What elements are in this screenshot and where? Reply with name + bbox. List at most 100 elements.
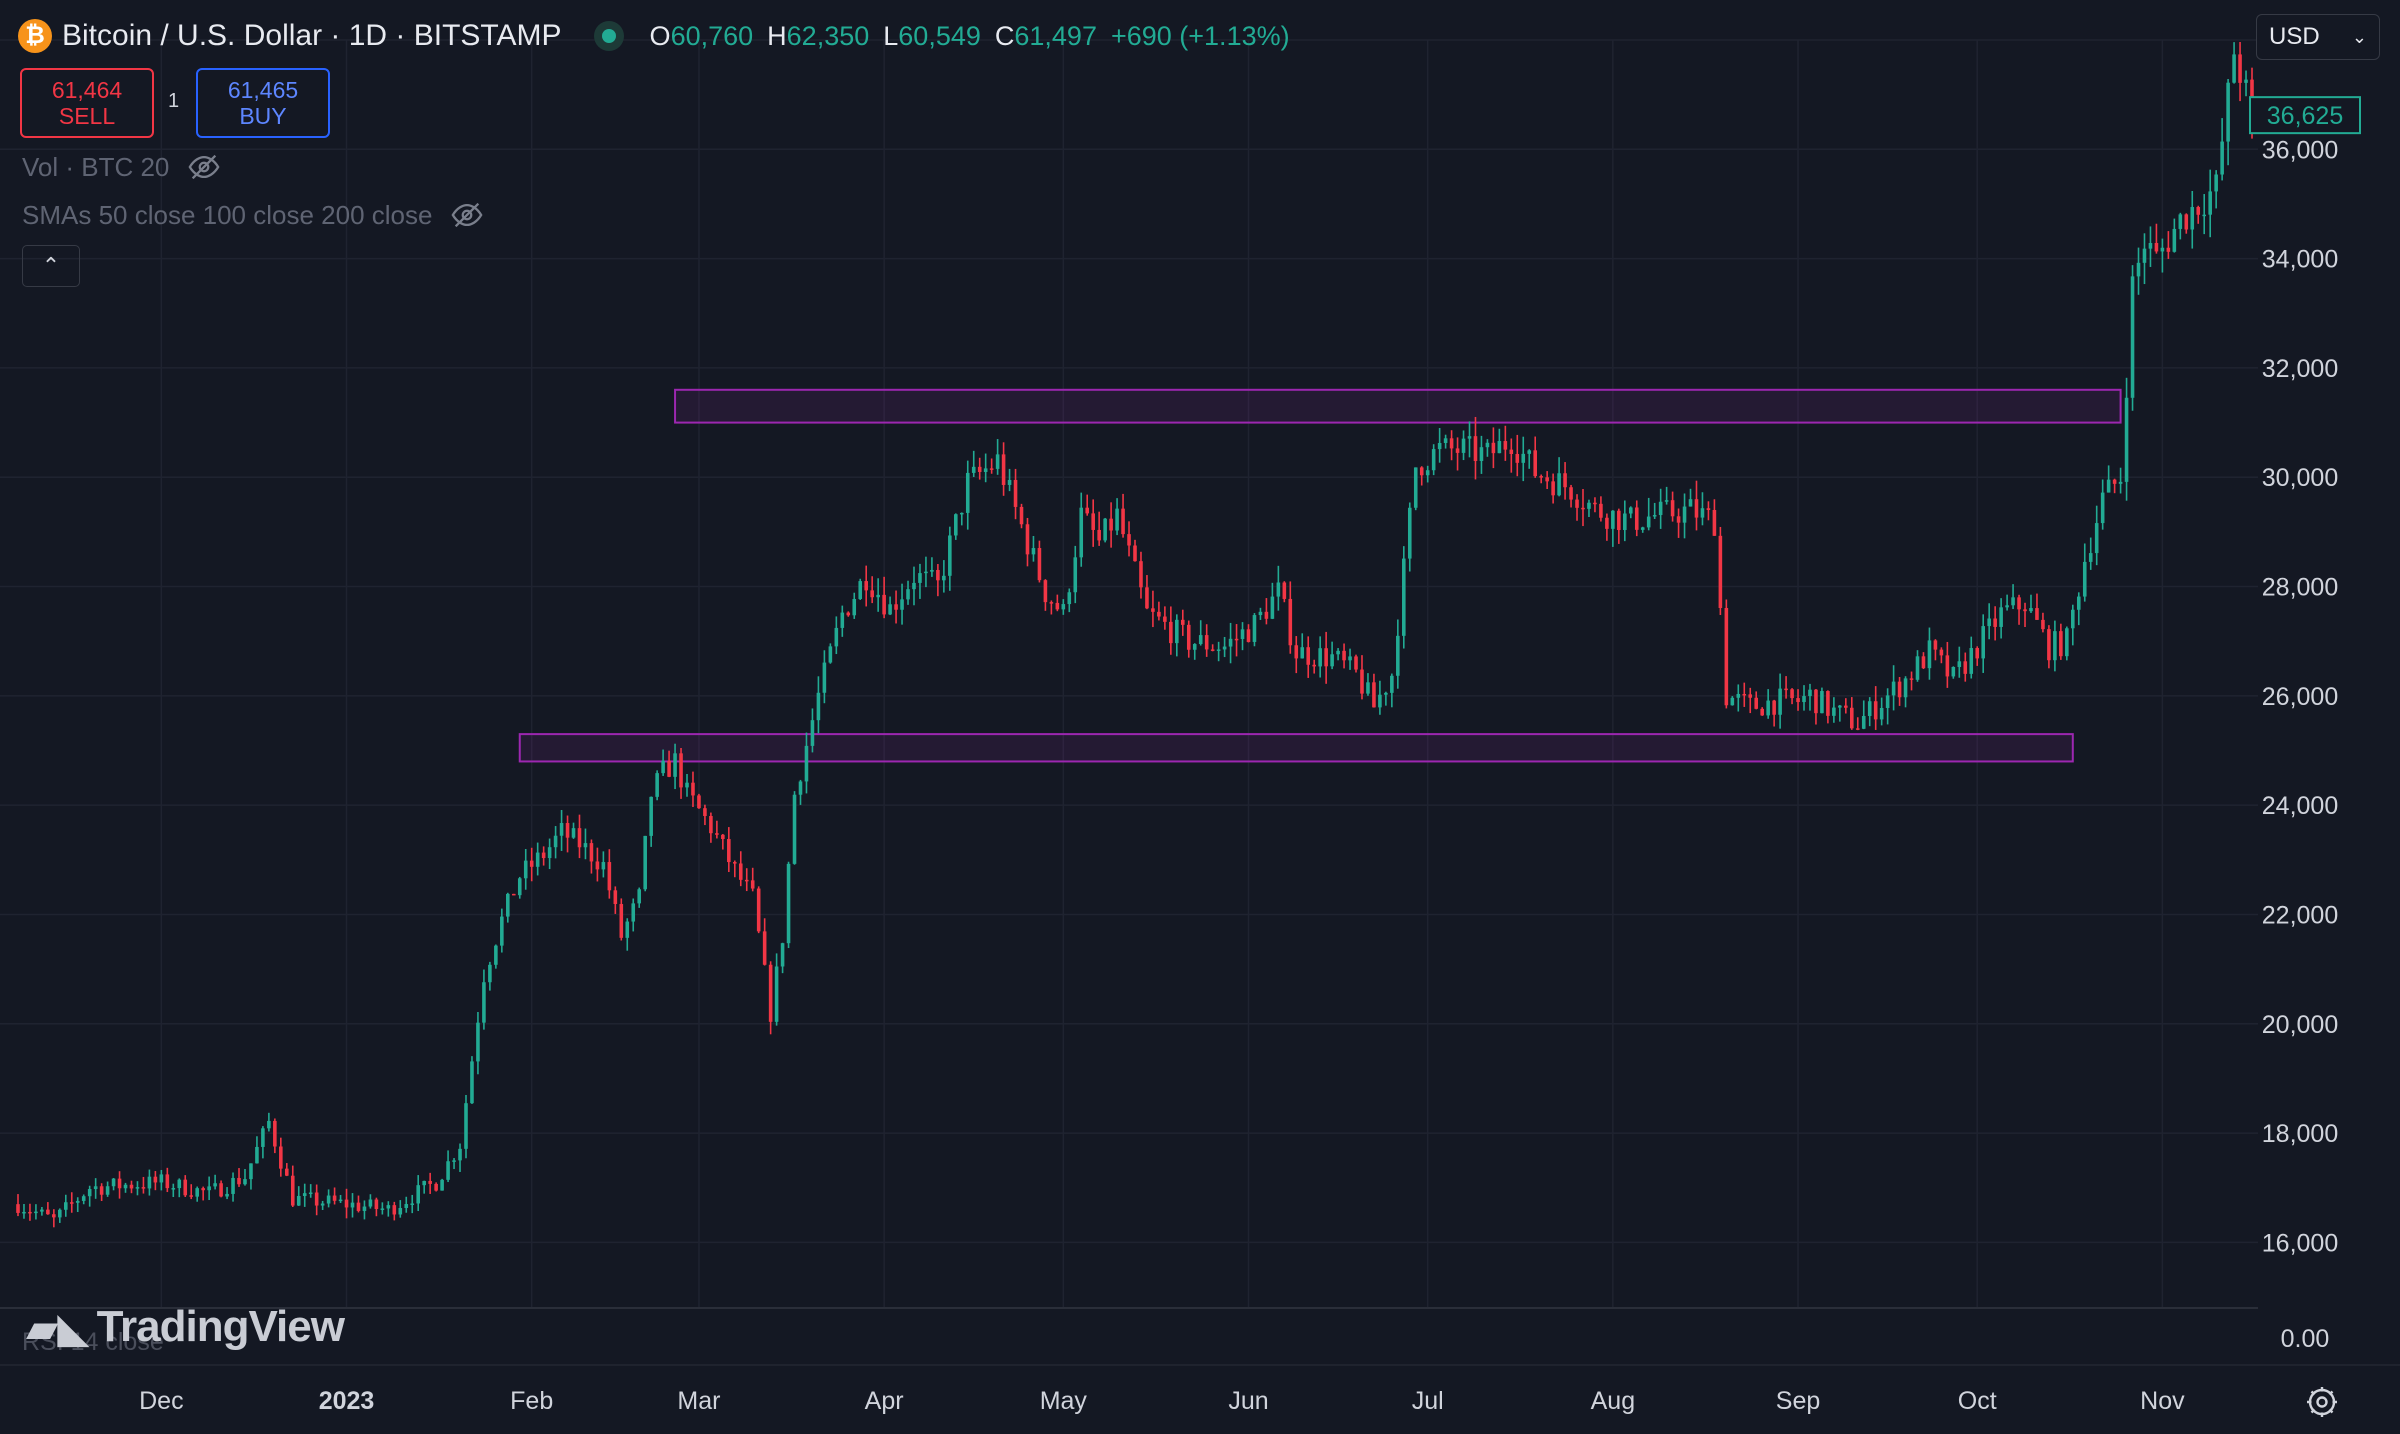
candle-body: [1545, 477, 1549, 482]
candle-body: [1151, 608, 1155, 612]
candle-body: [34, 1211, 38, 1214]
candle-body: [2190, 207, 2195, 230]
candle-body: [1557, 473, 1561, 496]
candle-body: [1832, 707, 1836, 716]
candle-body: [2124, 397, 2129, 482]
gear-icon[interactable]: [2304, 1384, 2340, 1420]
candle-body: [798, 781, 803, 795]
candle-body: [954, 514, 958, 536]
candle-body: [655, 773, 659, 797]
candle-body: [1079, 507, 1084, 558]
candle-body: [135, 1187, 140, 1189]
candle-body: [1628, 507, 1633, 514]
candle-body: [1718, 535, 1723, 608]
candle-body: [912, 582, 916, 590]
collapse-legend-button[interactable]: ⌃: [22, 245, 80, 287]
candle-body: [870, 590, 874, 598]
candle-body: [1145, 587, 1149, 609]
candle-body: [511, 893, 516, 896]
time-tick-label: Jul: [1412, 1387, 1444, 1415]
eye-off-icon[interactable]: [187, 150, 221, 184]
candle-body: [1031, 548, 1036, 555]
candle-body: [1467, 436, 1472, 439]
candle-body: [16, 1204, 20, 1213]
candle-body: [1867, 701, 1872, 717]
candle-body: [804, 745, 809, 782]
eye-off-icon[interactable]: [450, 198, 484, 232]
volume-indicator[interactable]: Vol · BTC 20: [22, 150, 221, 184]
candle-body: [571, 828, 576, 838]
candle-body: [768, 964, 773, 1022]
candle-body: [1354, 656, 1358, 670]
candle-body: [2178, 214, 2183, 229]
candle-body: [1623, 513, 1627, 531]
candle-body: [1503, 441, 1508, 450]
candle-body: [261, 1128, 265, 1147]
zone-support: [518, 733, 2074, 763]
candle-body: [750, 880, 755, 889]
candle-body: [207, 1186, 211, 1191]
candle-body: [1007, 479, 1012, 485]
candle-body: [1049, 602, 1054, 604]
candle-body: [2053, 631, 2057, 661]
candle-body: [1712, 509, 1717, 536]
market-status-icon[interactable]: [593, 21, 624, 51]
candle-body: [296, 1195, 301, 1206]
candle-body: [1915, 656, 1920, 680]
candle-body: [40, 1209, 44, 1212]
candle-body: [1855, 728, 1860, 730]
candle-body: [1515, 454, 1520, 463]
candle-body: [1485, 442, 1490, 448]
candle-body: [840, 612, 845, 628]
candle-body: [685, 782, 689, 788]
candle-body: [1939, 649, 1944, 656]
candle-body: [1019, 506, 1024, 525]
candle-body: [2202, 214, 2207, 217]
currency-select[interactable]: USD ⌄: [2256, 14, 2380, 60]
candle-body: [141, 1187, 146, 1189]
sell-button[interactable]: 61,464 SELL: [20, 68, 154, 138]
buy-button[interactable]: 61,465 BUY: [196, 68, 330, 138]
price-tick-label: 18,000: [2262, 1120, 2338, 1148]
candle-body: [971, 466, 976, 473]
candle-body: [858, 581, 863, 600]
buy-label: BUY: [239, 103, 287, 129]
candle-body: [165, 1174, 170, 1189]
candle-body: [1121, 508, 1125, 535]
candle-body: [625, 921, 630, 938]
candle-body: [105, 1186, 110, 1195]
sma-indicator[interactable]: SMAs 50 close 100 close 200 close: [22, 198, 484, 232]
candle-body: [703, 808, 707, 817]
candle-body: [673, 753, 677, 777]
tradingview-logo: ▰◣ TradingView: [26, 1302, 345, 1351]
candle-body: [774, 966, 779, 1022]
time-tick-label: Aug: [1591, 1387, 1635, 1415]
candle-body: [2142, 248, 2147, 263]
buy-price: 61,465: [227, 77, 299, 103]
candle-body: [2071, 609, 2075, 629]
candle-body: [1814, 689, 1818, 714]
candle-body: [924, 571, 928, 574]
candle-body: [2148, 243, 2153, 249]
candle-body: [63, 1202, 68, 1210]
price-tick-label: 34,000: [2262, 246, 2338, 274]
candle-body: [1449, 438, 1454, 449]
sell-price: 61,464: [51, 77, 123, 103]
candle-body: [1844, 705, 1848, 708]
candle-body: [661, 760, 665, 774]
candle-body: [1425, 470, 1430, 476]
price-tick-label: 26,000: [2262, 683, 2338, 711]
candle-body: [1927, 640, 1932, 669]
candle-body: [374, 1199, 379, 1209]
candle-body: [2035, 608, 2039, 620]
candle-body: [219, 1183, 223, 1197]
price-tick-label: 20,000: [2262, 1011, 2338, 1039]
candle-body: [1885, 695, 1890, 708]
order-quantity: 1: [168, 90, 180, 112]
candle-body: [738, 863, 743, 880]
symbol-title[interactable]: Bitcoin / U.S. Dollar · 1D · BITSTAMP: [62, 19, 562, 52]
candle-body: [1891, 681, 1896, 696]
candle-body: [356, 1202, 361, 1211]
candle-body: [2023, 609, 2027, 612]
